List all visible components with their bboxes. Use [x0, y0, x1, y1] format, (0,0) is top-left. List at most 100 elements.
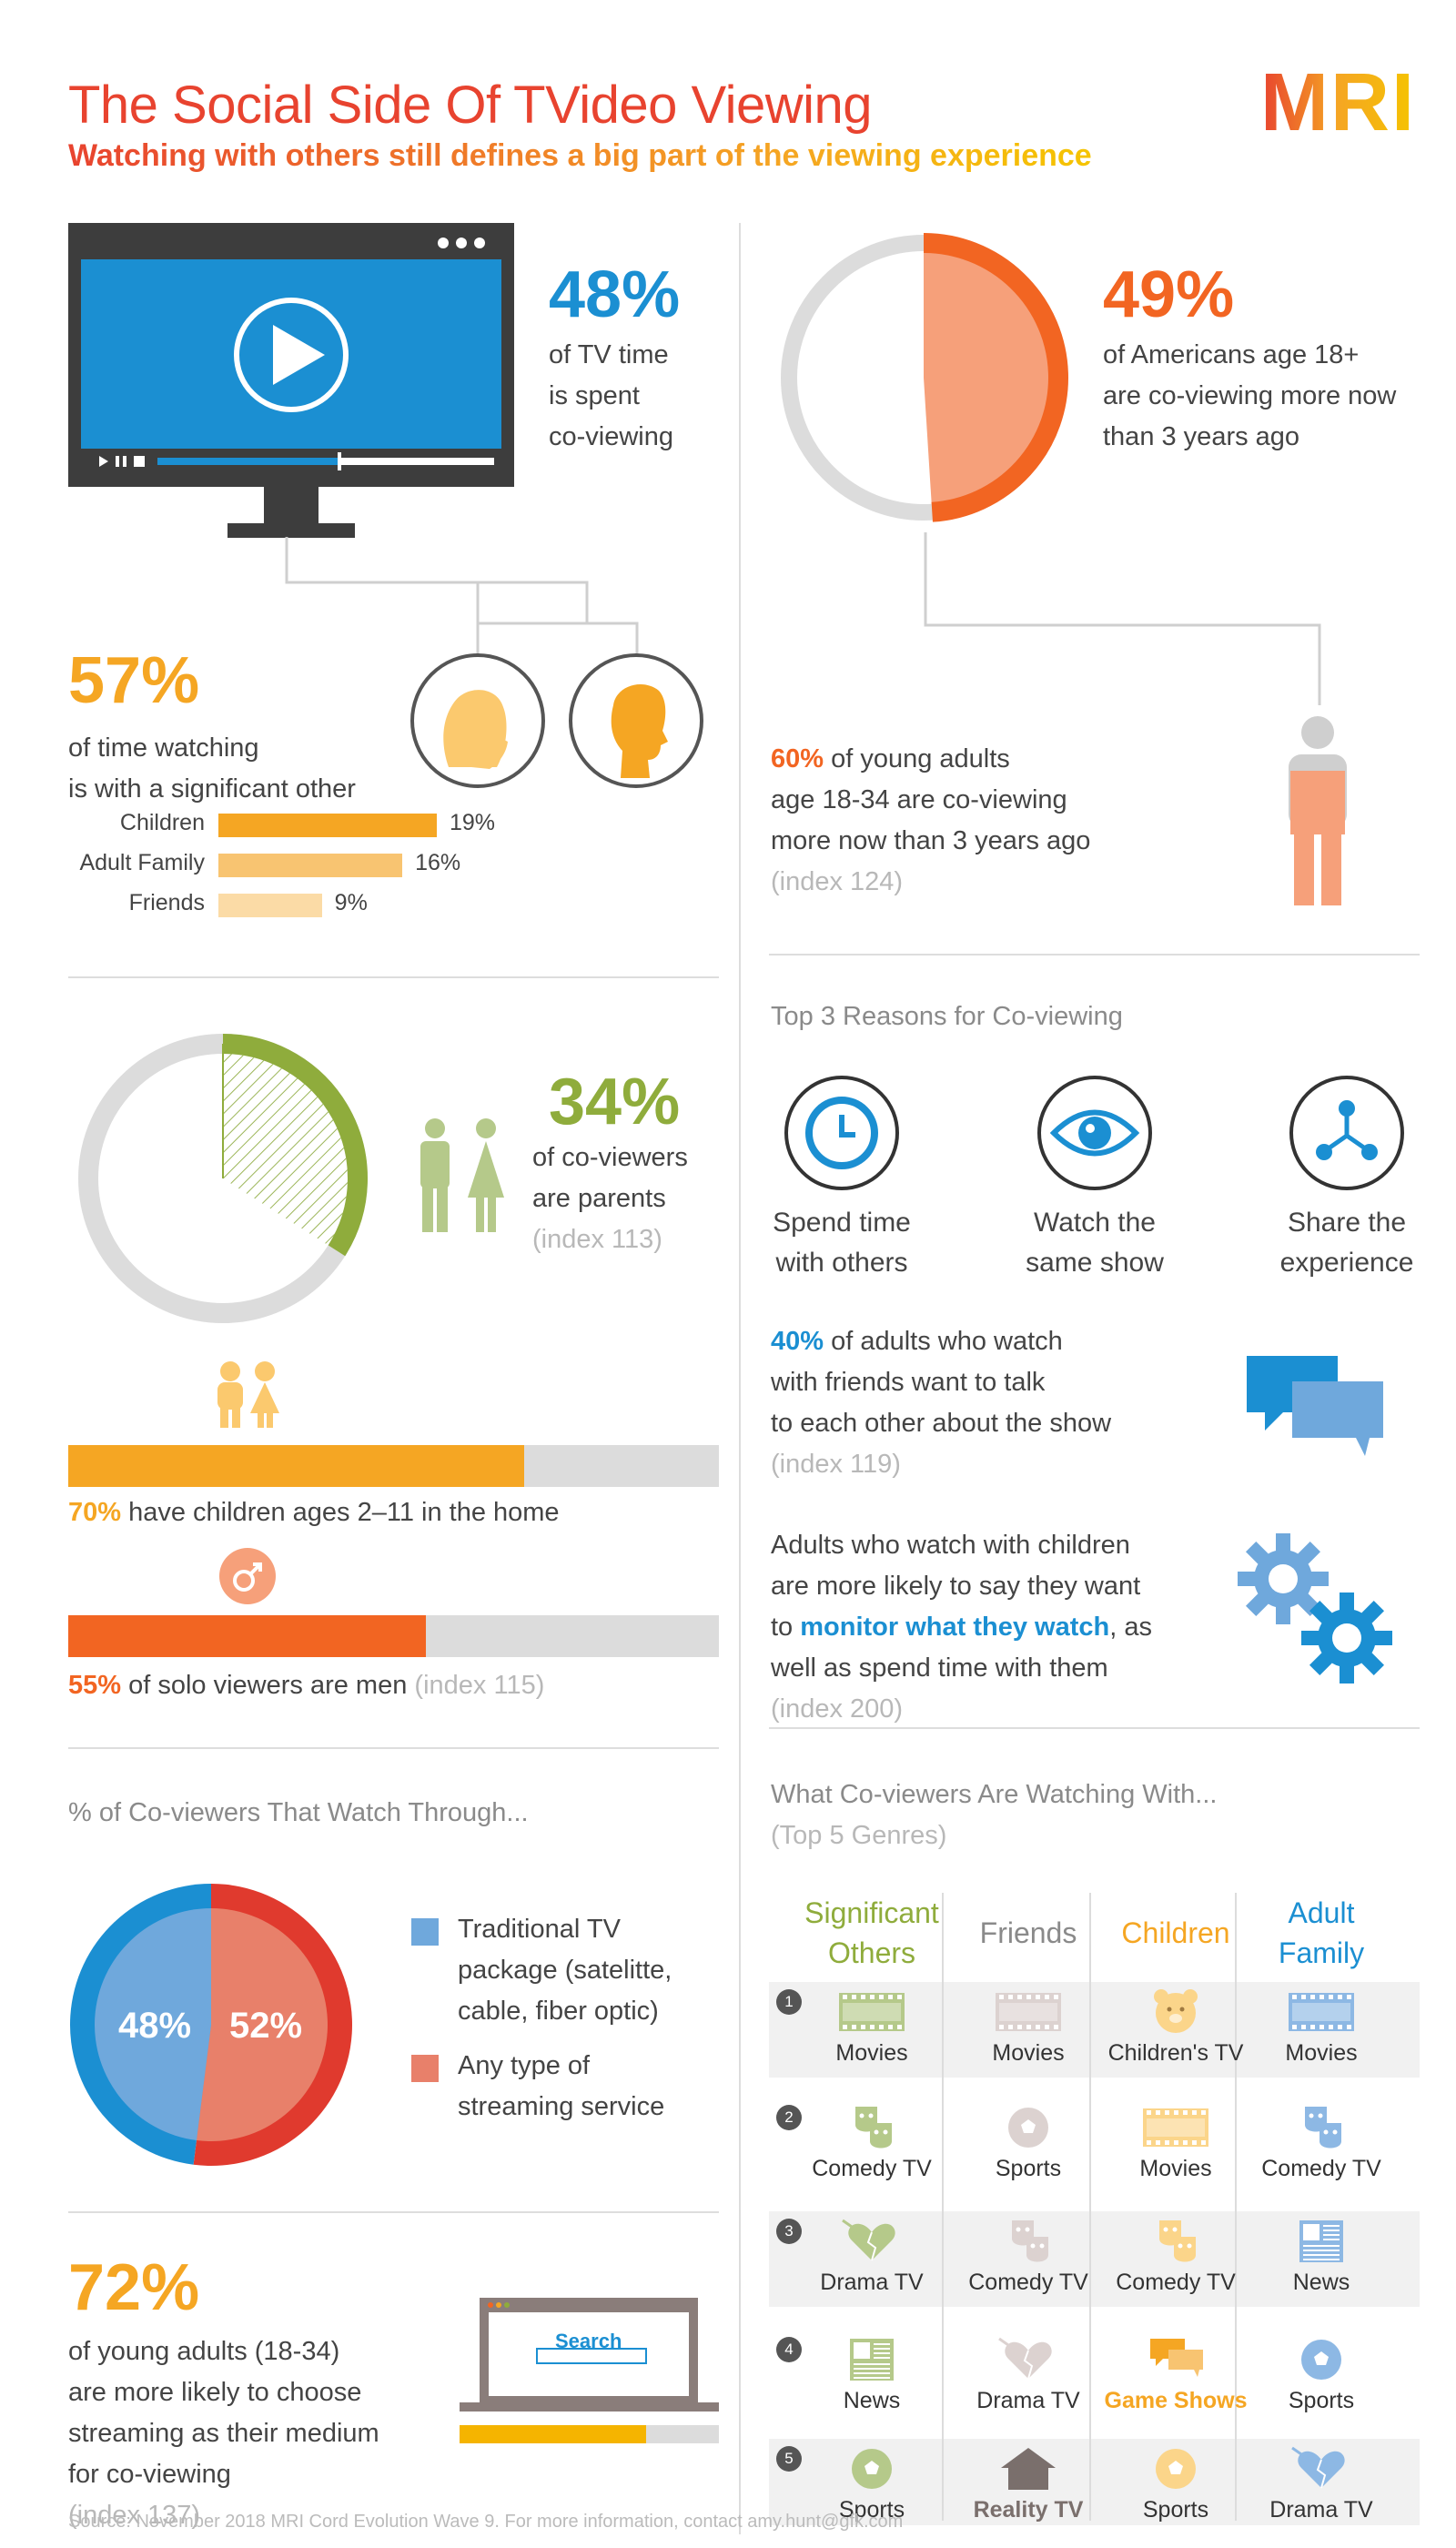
page-subtitle: Watching with others still defines a big…	[68, 138, 1092, 173]
genre-label: Movies	[1285, 2040, 1358, 2066]
genre-column-header-line: Family	[1278, 1936, 1365, 1969]
streaming-slice-label: 52%	[229, 2006, 302, 2046]
streaming-line: Any type of	[458, 2051, 591, 2080]
column-divider	[739, 223, 741, 2534]
genre-column-divider	[1235, 1893, 1237, 2521]
parents-line: are parents	[532, 1184, 666, 1213]
genre-label: Movies	[835, 2040, 908, 2066]
masks-icon	[855, 2107, 892, 2149]
parents-index: (index 113)	[532, 1225, 662, 1254]
young-adults-line: age 18-34 are co-viewing	[771, 785, 1067, 814]
film-icon	[1143, 2108, 1208, 2147]
divider	[68, 1747, 719, 1749]
divider	[769, 1727, 1420, 1729]
traditional-slice-label: 48%	[118, 2006, 191, 2046]
reason-line: same show	[1026, 1248, 1164, 1278]
monitor-line: well as spend time with them	[771, 1653, 1108, 1683]
traditional-legend-text: Traditional TV package (satelitte, cable…	[458, 1909, 672, 2032]
laptop-icon	[460, 2298, 719, 2412]
bar-label: Friends	[128, 890, 205, 915]
americans-line: are co-viewing more now	[1103, 381, 1397, 410]
genre-rank-badge: 5	[776, 2446, 802, 2472]
source-footnote: Source: November 2018 MRI Cord Evolution…	[68, 2512, 904, 2532]
genre-column-header-line: Significant	[804, 1896, 939, 1929]
genre-column-header-line: Others	[827, 1936, 916, 1969]
genre-label: Drama TV	[820, 2270, 924, 2295]
laptop-search-label: Search	[555, 2330, 622, 2352]
genre-label: Reality TV	[973, 2497, 1084, 2523]
streaming-medium-value: 72%	[68, 2251, 200, 2324]
parents-text: of co-viewers are parents (index 113)	[532, 1138, 688, 1260]
streaming-medium-bar-fill	[460, 2425, 647, 2443]
traditional-slice	[94, 1908, 211, 2140]
tv-time-value: 48%	[549, 258, 681, 331]
talk-text: 40% of adults who watch with friends wan…	[771, 1321, 1111, 1485]
genre-label: Drama TV	[976, 2388, 1080, 2413]
genre-column-header-line: Adult	[1288, 1896, 1355, 1929]
genre-label: Comedy TV	[812, 2156, 932, 2181]
reason-label: Watch the same show	[995, 1203, 1195, 1283]
broken-heart-icon	[1291, 2446, 1345, 2489]
reasons-title: Top 3 Reasons for Co-viewing	[771, 1002, 1123, 1031]
mri-logo: MRI	[1260, 57, 1416, 148]
bar	[218, 894, 322, 917]
ball-icon	[1008, 2108, 1048, 2148]
house-icon	[1001, 2448, 1056, 2490]
streaming-medium-bar	[460, 2425, 719, 2443]
children-home-bar	[68, 1445, 719, 1487]
children-home-value: 70%	[68, 1498, 122, 1527]
genre-column-divider	[1089, 1893, 1091, 2521]
genre-label: Movies	[992, 2040, 1065, 2066]
young-adult-person-icon	[1289, 716, 1347, 905]
gears-icon	[1238, 1533, 1392, 1684]
monitor-index: (index 200)	[771, 1694, 904, 1724]
parents-value: 34%	[549, 1066, 681, 1138]
parents-donut-chart	[78, 1034, 368, 1323]
donut-arc	[222, 1034, 368, 1257]
young-adults-rest: of young adults	[824, 744, 1010, 774]
eye-icon	[1037, 1076, 1152, 1190]
monitor-line: Adults who watch with children	[771, 1531, 1130, 1560]
genres-table: Significant Others Friends Children Adult Fam…	[769, 1893, 1420, 2530]
young-adults-line: more now than 3 years ago	[771, 826, 1091, 855]
genre-label: Sports	[1288, 2388, 1355, 2413]
reason-line: with others	[775, 1248, 908, 1278]
male-symbol-icon	[219, 1548, 276, 1604]
solo-men-text: 55% of solo viewers are men (index 115)	[68, 1665, 544, 1706]
americans-line: of Americans age 18+	[1103, 340, 1360, 369]
significant-other-line: of time watching	[68, 733, 259, 763]
genre-column-header: Significant Others	[794, 1893, 949, 1973]
genre-label: Comedy TV	[968, 2270, 1088, 2295]
children-icon	[217, 1361, 279, 1428]
genre-label: Comedy TV	[1261, 2156, 1381, 2181]
young-adults-text: 60% of young adults age 18-34 are co-vie…	[771, 739, 1090, 903]
broken-heart-icon	[998, 2337, 1052, 2380]
connector-line	[924, 532, 1321, 705]
film-icon	[839, 1993, 905, 2031]
young-adults-index: (index 124)	[771, 867, 904, 896]
genre-label: Drama TV	[1269, 2497, 1373, 2523]
reason-line: Share the	[1287, 1208, 1407, 1238]
share-icon	[1289, 1076, 1404, 1190]
bear-icon	[1154, 1989, 1198, 2033]
young-adults-value: 60%	[771, 744, 824, 774]
talk-line: to each other about the show	[771, 1409, 1112, 1438]
divider	[68, 976, 719, 978]
genre-label: Comedy TV	[1116, 2270, 1236, 2295]
genres-subtitle: (Top 5 Genres)	[771, 1821, 947, 1850]
masks-icon	[1012, 2220, 1048, 2262]
americans-text: of Americans age 18+ are co-viewing more…	[1103, 335, 1396, 458]
talk-value: 40%	[771, 1327, 824, 1356]
bar-value: 16%	[415, 850, 461, 875]
chat-icon	[1150, 2339, 1203, 2377]
reason-label: Share the experience	[1247, 1203, 1447, 1283]
genre-label: News	[843, 2388, 901, 2413]
genre-label: Sports	[1142, 2497, 1209, 2523]
newspaper-icon	[1299, 2220, 1343, 2262]
woman-avatar-icon	[410, 653, 545, 788]
film-icon	[996, 1993, 1061, 2031]
ball-icon	[1156, 2449, 1196, 2489]
americans-line: than 3 years ago	[1103, 422, 1300, 451]
talk-first-line: 40% of adults who watch	[771, 1321, 1111, 1362]
americans-value: 49%	[1103, 258, 1235, 331]
